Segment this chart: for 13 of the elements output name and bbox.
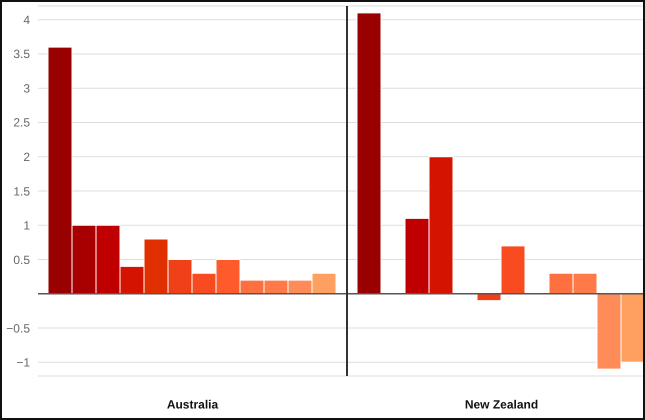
y-tick-label: 1 xyxy=(23,218,30,233)
y-tick-label: 3 xyxy=(23,81,30,96)
y-tick-label: 2.5 xyxy=(13,116,30,130)
y-tick-label: 2 xyxy=(23,150,30,164)
x-tick-label: Australia xyxy=(166,398,218,412)
y-tick-label: 0.5 xyxy=(13,252,30,267)
x-tick-label: New Zealand xyxy=(464,398,538,412)
bar xyxy=(356,12,382,294)
y-tick-label: −0.5 xyxy=(6,321,30,336)
y-tick-label: 4 xyxy=(23,12,30,27)
y-tick-label: 1.5 xyxy=(13,184,30,198)
y-tick-label: 3.5 xyxy=(13,47,30,62)
y-tick-label: −1 xyxy=(16,356,30,370)
